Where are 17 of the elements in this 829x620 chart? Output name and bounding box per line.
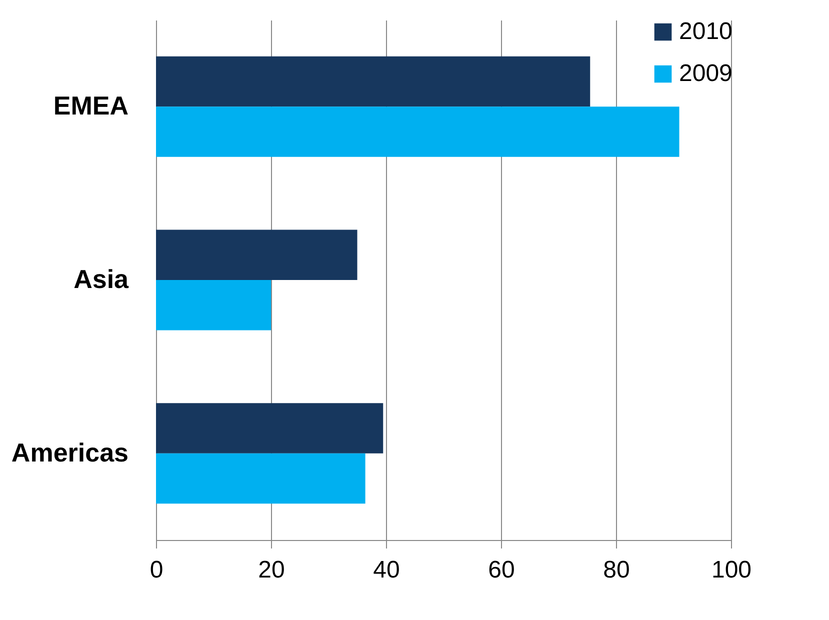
x-tick-label: 80	[603, 556, 630, 584]
x-tick-label: 60	[488, 556, 515, 584]
x-tick-label: 40	[373, 556, 400, 584]
y-tick-label: Americas	[11, 437, 128, 468]
y-tick-label: Asia	[74, 264, 130, 294]
bar	[156, 453, 366, 504]
legend-label: 2009	[679, 60, 732, 87]
x-tick-label: 0	[150, 556, 164, 584]
bar	[156, 403, 384, 454]
x-tick-label: 100	[711, 556, 752, 584]
legend-label: 2010	[679, 18, 732, 45]
x-tick-label: 20	[258, 556, 285, 584]
bar	[156, 106, 680, 157]
bar	[156, 280, 271, 330]
bar	[156, 56, 590, 107]
y-tick-label: EMEA	[53, 90, 129, 121]
bar	[156, 230, 358, 280]
